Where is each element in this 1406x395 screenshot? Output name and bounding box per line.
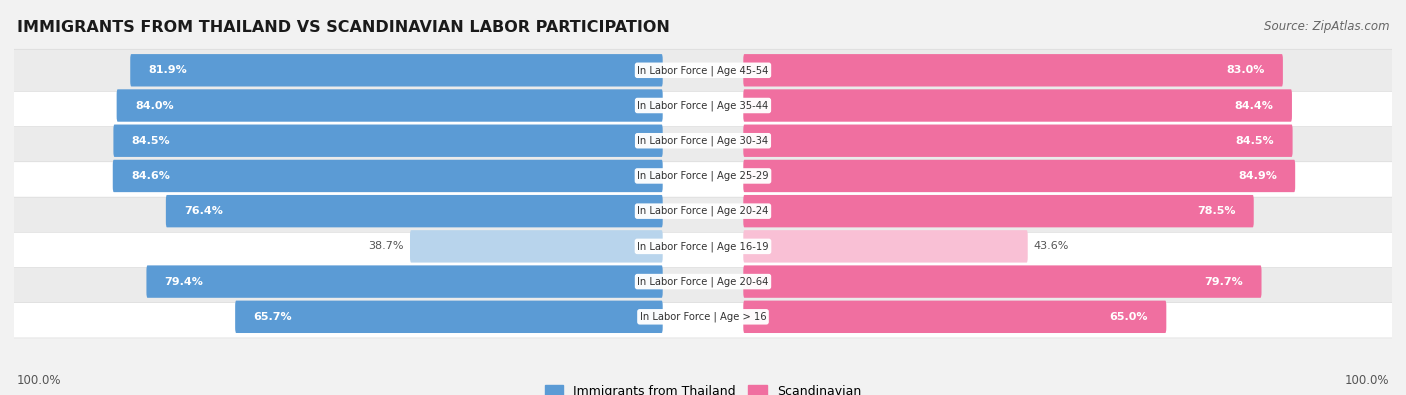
- FancyBboxPatch shape: [146, 265, 662, 298]
- Text: 100.0%: 100.0%: [17, 374, 62, 387]
- FancyBboxPatch shape: [117, 89, 662, 122]
- FancyBboxPatch shape: [131, 54, 662, 87]
- Text: 78.5%: 78.5%: [1197, 206, 1236, 216]
- Text: In Labor Force | Age 45-54: In Labor Force | Age 45-54: [637, 65, 769, 75]
- FancyBboxPatch shape: [235, 301, 662, 333]
- FancyBboxPatch shape: [744, 230, 1028, 263]
- FancyBboxPatch shape: [114, 124, 662, 157]
- FancyBboxPatch shape: [744, 124, 1292, 157]
- FancyBboxPatch shape: [744, 195, 1254, 228]
- Text: In Labor Force | Age > 16: In Labor Force | Age > 16: [640, 312, 766, 322]
- Text: In Labor Force | Age 20-64: In Labor Force | Age 20-64: [637, 276, 769, 287]
- FancyBboxPatch shape: [744, 265, 1261, 298]
- Text: In Labor Force | Age 16-19: In Labor Force | Age 16-19: [637, 241, 769, 252]
- Text: 100.0%: 100.0%: [1344, 374, 1389, 387]
- Text: 65.7%: 65.7%: [253, 312, 292, 322]
- Text: 76.4%: 76.4%: [184, 206, 224, 216]
- Text: Source: ZipAtlas.com: Source: ZipAtlas.com: [1264, 20, 1389, 33]
- Text: 83.0%: 83.0%: [1226, 65, 1264, 75]
- Text: In Labor Force | Age 25-29: In Labor Force | Age 25-29: [637, 171, 769, 181]
- Text: 84.0%: 84.0%: [135, 100, 173, 111]
- FancyBboxPatch shape: [14, 260, 1392, 303]
- FancyBboxPatch shape: [112, 160, 662, 192]
- Text: In Labor Force | Age 35-44: In Labor Force | Age 35-44: [637, 100, 769, 111]
- Text: 79.7%: 79.7%: [1205, 276, 1243, 287]
- FancyBboxPatch shape: [14, 155, 1392, 197]
- Text: 81.9%: 81.9%: [149, 65, 187, 75]
- Legend: Immigrants from Thailand, Scandinavian: Immigrants from Thailand, Scandinavian: [544, 385, 862, 395]
- FancyBboxPatch shape: [744, 301, 1167, 333]
- Text: IMMIGRANTS FROM THAILAND VS SCANDINAVIAN LABOR PARTICIPATION: IMMIGRANTS FROM THAILAND VS SCANDINAVIAN…: [17, 20, 669, 35]
- FancyBboxPatch shape: [14, 49, 1392, 91]
- Text: 84.4%: 84.4%: [1234, 100, 1274, 111]
- Text: 84.6%: 84.6%: [131, 171, 170, 181]
- FancyBboxPatch shape: [14, 296, 1392, 338]
- Text: In Labor Force | Age 20-24: In Labor Force | Age 20-24: [637, 206, 769, 216]
- Text: 38.7%: 38.7%: [368, 241, 404, 251]
- FancyBboxPatch shape: [14, 85, 1392, 127]
- Text: 43.6%: 43.6%: [1033, 241, 1069, 251]
- FancyBboxPatch shape: [14, 120, 1392, 162]
- FancyBboxPatch shape: [14, 225, 1392, 267]
- Text: In Labor Force | Age 30-34: In Labor Force | Age 30-34: [637, 135, 769, 146]
- FancyBboxPatch shape: [166, 195, 662, 228]
- FancyBboxPatch shape: [744, 89, 1292, 122]
- Text: 84.9%: 84.9%: [1239, 171, 1277, 181]
- Text: 84.5%: 84.5%: [1236, 136, 1274, 146]
- FancyBboxPatch shape: [411, 230, 662, 263]
- Text: 65.0%: 65.0%: [1109, 312, 1149, 322]
- FancyBboxPatch shape: [744, 54, 1282, 87]
- Text: 79.4%: 79.4%: [165, 276, 204, 287]
- Text: 84.5%: 84.5%: [132, 136, 170, 146]
- FancyBboxPatch shape: [14, 190, 1392, 232]
- FancyBboxPatch shape: [744, 160, 1295, 192]
